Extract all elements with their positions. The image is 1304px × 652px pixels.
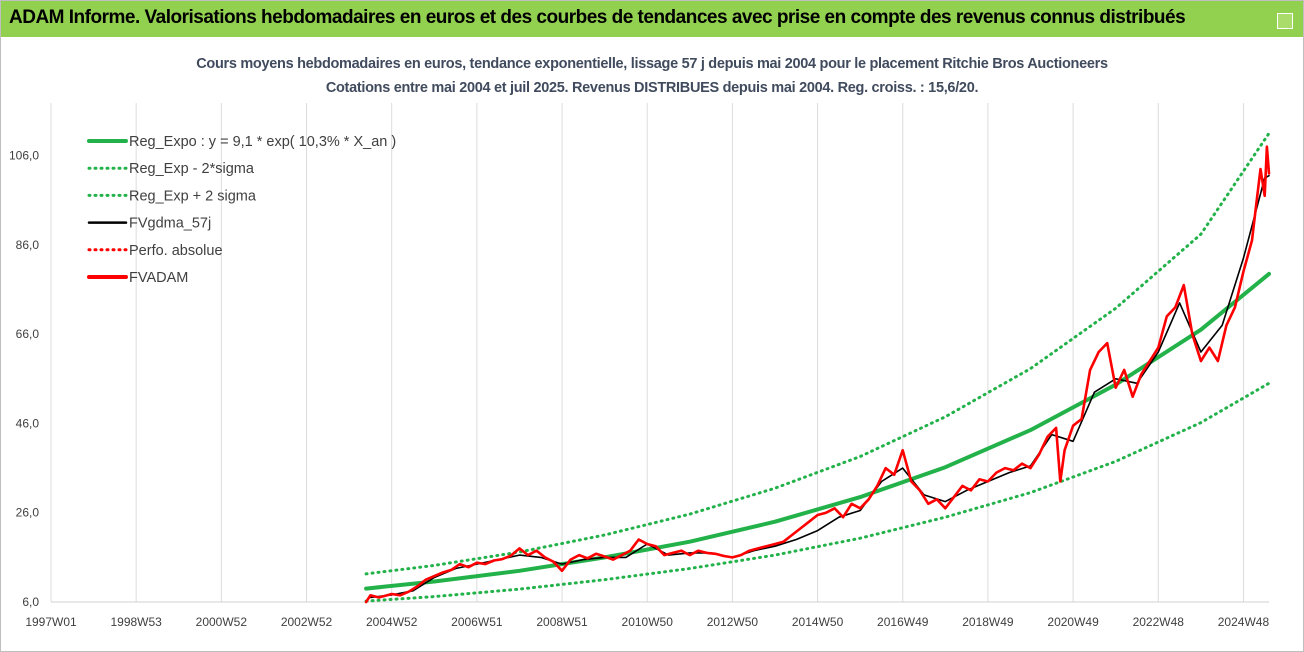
y-axis-ticks: 6,0 26,0 46,0 66,0 86,0 106,0 (9, 149, 39, 609)
x-tick-label: 2002W52 (281, 615, 333, 629)
series-line-2 (364, 131, 1271, 576)
legend-entry-label: Perfo. absolue (129, 243, 223, 259)
x-tick-label: 2000W52 (196, 615, 248, 629)
grid-lines (50, 103, 1269, 603)
legend: Reg_Expo : y = 9,1 * exp( 10,3% * X_an )… (87, 134, 396, 286)
x-tick-label: 1997W01 (25, 615, 77, 629)
y-tick-label: 86,0 (16, 238, 40, 252)
x-tick-label: 2008W51 (536, 615, 588, 629)
y-tick-label: 106,0 (9, 149, 39, 163)
x-tick-label: 2012W50 (707, 615, 759, 629)
x-tick-label: 2024W48 (1218, 615, 1270, 629)
series-line-5 (364, 145, 1271, 604)
legend-entry-label: FVADAM (129, 270, 188, 286)
series-line-0 (364, 271, 1271, 591)
chart-title: Cours moyens hebdomadaires en euros, ten… (196, 56, 1108, 72)
x-tick-label: 2022W48 (1133, 615, 1185, 629)
legend-entry-label: Reg_Exp + 2 sigma (129, 188, 257, 204)
x-tick-label: 2020W49 (1047, 615, 1099, 629)
y-tick-label: 66,0 (16, 327, 40, 341)
x-tick-label: 2014W50 (792, 615, 844, 629)
chart-subtitle: Cotations entre mai 2004 et juil 2025. R… (325, 80, 979, 96)
x-tick-label: 2016W49 (877, 615, 929, 629)
x-tick-label: 2018W49 (962, 615, 1014, 629)
x-tick-label: 2004W52 (366, 615, 418, 629)
legend-entry-label: Reg_Exp - 2*sigma (129, 161, 255, 177)
series-layer (364, 131, 1271, 604)
series-line-1 (364, 381, 1271, 603)
x-axis-ticks: 1997W01 1998W53 2000W52 2002W52 2004W52 2006W… (25, 615, 1269, 629)
legend-entry-label: FVgdma_57j (129, 216, 211, 232)
report-banner: ADAM Informe. Valorisations hebdomadaire… (1, 1, 1303, 37)
series-line-3 (369, 174, 1270, 599)
legend-entry-label: Reg_Expo : y = 9,1 * exp( 10,3% * X_an ) (129, 134, 396, 150)
report-title: ADAM Informe. Valorisations hebdomadaire… (9, 7, 1186, 28)
y-tick-label: 26,0 (16, 506, 40, 520)
x-tick-label: 1998W53 (110, 615, 162, 629)
y-tick-label: 46,0 (16, 416, 40, 430)
window-handle-icon (1277, 13, 1293, 29)
x-tick-label: 2010W50 (622, 615, 674, 629)
x-tick-label: 2006W51 (451, 615, 503, 629)
y-tick-label: 6,0 (22, 595, 39, 609)
